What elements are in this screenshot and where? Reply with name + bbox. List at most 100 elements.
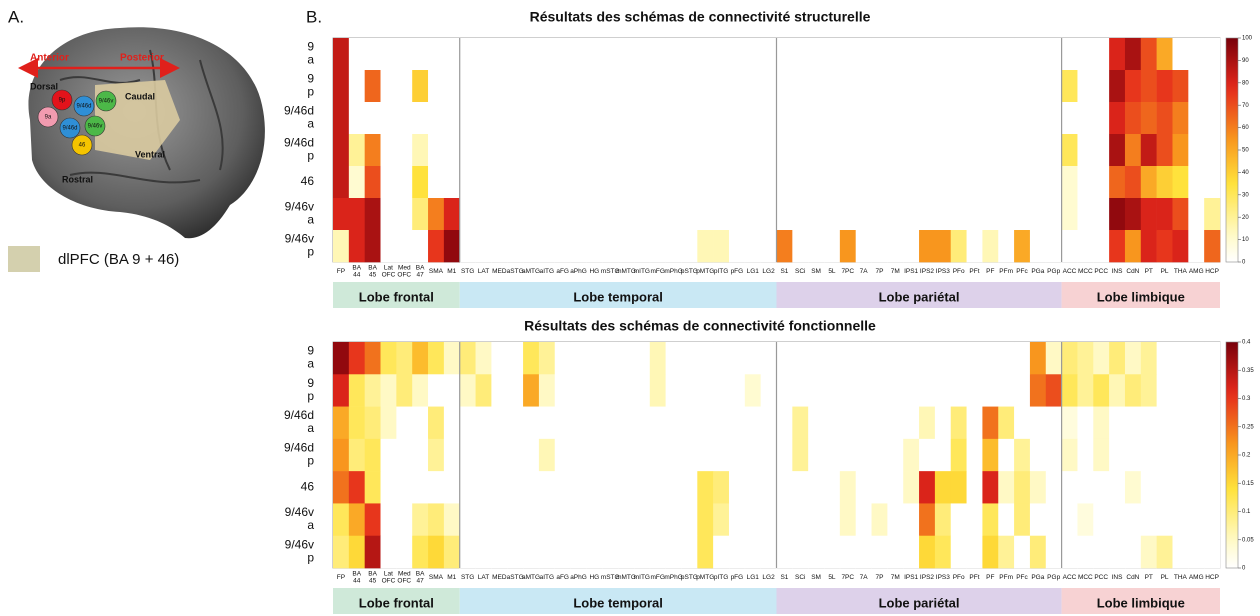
area-circle: [51, 89, 73, 111]
heat-cell: [1140, 374, 1157, 407]
heat-cell: [792, 374, 809, 407]
heat-cell: [903, 471, 920, 504]
heat-cell: [728, 38, 746, 71]
colorbar-tick-label: 60: [1242, 125, 1249, 131]
heat-cell: [1029, 438, 1047, 472]
x-tick-label: aPhG: [570, 268, 587, 275]
heat-cell: [602, 198, 619, 231]
heat-cell: [760, 374, 777, 407]
heat-cell: [1093, 535, 1110, 569]
heat-cell: [1014, 342, 1031, 375]
heat-cell: [1093, 166, 1110, 199]
heat-cell: [602, 342, 619, 375]
area-circle: [71, 134, 93, 156]
heat-cell: [333, 70, 350, 103]
heat-cell: [1029, 198, 1047, 231]
heat-cell: [538, 406, 556, 440]
heat-cell: [538, 438, 556, 472]
heat-cell: [681, 535, 698, 569]
heat-cell: [1124, 38, 1142, 71]
heat-cell: [1124, 535, 1142, 569]
heat-cell: [633, 503, 651, 537]
heat-cell: [633, 38, 651, 71]
heat-cell: [618, 230, 635, 263]
heat-cell: [618, 374, 635, 407]
heat-cell: [919, 471, 936, 504]
x-tick-label: FP: [337, 574, 345, 581]
heat-cell: [491, 471, 508, 504]
heat-cell: [697, 438, 714, 472]
heat-cell: [760, 134, 777, 167]
heat-cell: [348, 230, 365, 263]
heat-cell: [728, 102, 746, 135]
heat-cell: [776, 134, 793, 167]
heat-cell: [1204, 503, 1221, 537]
x-tick-label: MED: [492, 574, 507, 581]
heat-cell: [633, 102, 651, 135]
heat-cell: [728, 230, 746, 263]
heat-cell: [871, 230, 888, 263]
heat-cell: [348, 134, 365, 167]
heat-cell: [998, 198, 1015, 231]
heat-cell: [396, 503, 413, 537]
heat-cell: [665, 102, 682, 135]
heat-cell: [713, 374, 730, 407]
heat-cell: [633, 374, 651, 407]
y-tick-label: 46: [301, 479, 315, 493]
heat-cell: [681, 471, 698, 504]
heat-cell: [1045, 374, 1062, 407]
heat-cell: [1109, 102, 1126, 135]
heat-cell: [538, 503, 556, 537]
heat-cell: [903, 503, 920, 537]
heat-cell: [855, 38, 872, 71]
heat-cell: [554, 406, 571, 440]
heat-cell: [1204, 438, 1221, 472]
heat-cell: [1029, 342, 1047, 375]
heat-cell: [919, 134, 936, 167]
heat-cell: [1014, 166, 1031, 199]
heat-cell: [602, 230, 619, 263]
heat-cell: [744, 406, 761, 440]
heat-cell: [412, 70, 429, 103]
heat-cell: [1140, 406, 1157, 440]
colorbar-tick-label: 40: [1242, 170, 1249, 176]
heat-cell: [333, 342, 350, 375]
colorbar: [1225, 37, 1239, 263]
chart-title: Résultats des schémas de connectivité st…: [530, 9, 871, 25]
heat-cell: [396, 342, 413, 375]
heat-cell: [808, 342, 825, 375]
heat-cell: [1124, 374, 1142, 407]
heat-cell: [744, 38, 761, 71]
heat-cell: [333, 198, 350, 231]
x-tick-label: PFc: [1016, 268, 1028, 275]
heat-cell: [839, 70, 856, 103]
heat-cell: [649, 38, 666, 71]
heat-cell: [1109, 406, 1126, 440]
heat-cell: [538, 374, 556, 407]
heat-cell: [380, 230, 397, 263]
heat-cell: [1061, 134, 1078, 167]
y-tick-label: 9/46v a: [285, 200, 315, 227]
heat-cell: [523, 198, 540, 231]
heat-cell: [633, 198, 651, 231]
heat-cell: [1204, 230, 1221, 263]
heat-cell: [1188, 102, 1205, 135]
lobe-band: [776, 282, 1062, 308]
x-tick-label: aPhG: [570, 574, 587, 581]
heat-cell: [443, 535, 461, 569]
x-tick-label: aMTG: [522, 268, 540, 275]
heat-cell: [459, 70, 476, 103]
heat-cell: [1029, 374, 1047, 407]
lobe-band: [333, 588, 460, 614]
heat-cell: [459, 535, 476, 569]
heat-cell: [998, 374, 1015, 407]
heat-cell: [570, 102, 587, 135]
heat-cell: [1029, 134, 1047, 167]
heat-cell: [808, 503, 825, 537]
heat-cell: [570, 38, 587, 71]
lobe-band: [459, 282, 777, 308]
heat-cell: [348, 535, 365, 569]
heat-cell: [1045, 70, 1062, 103]
heat-cell: [570, 503, 587, 537]
heat-cell: [697, 230, 714, 263]
